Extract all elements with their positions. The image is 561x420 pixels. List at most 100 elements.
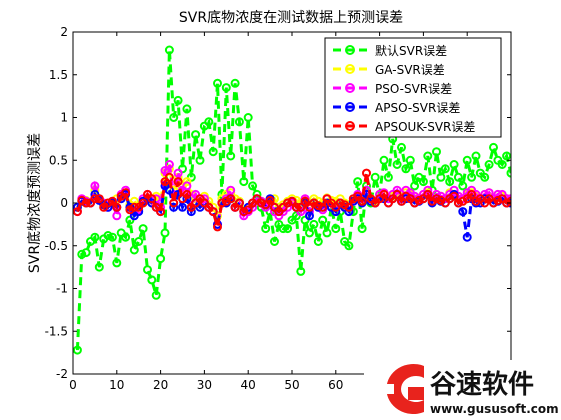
data-point [143,265,152,275]
data-point [182,181,192,191]
data-point [300,196,310,206]
data-point [77,249,87,259]
data-point [318,215,328,225]
data-point [296,202,306,212]
data-point [73,345,82,355]
y-tick-label: -2 [56,367,68,381]
data-point [440,164,450,174]
y-tick-label: -1.5 [45,324,68,338]
data-point [453,198,463,208]
data-point [112,202,122,212]
data-point [107,232,117,242]
data-point [208,207,218,217]
data-point [357,196,367,206]
legend-item: APSO-SVR误差 [333,101,460,115]
data-point [112,258,122,268]
data-point [169,198,179,208]
data-point [449,191,459,201]
data-point [502,151,511,161]
legend-item: 默认SVR误差 [333,43,447,58]
data-point [182,189,192,199]
data-point [445,177,455,187]
data-point [480,172,490,182]
data-point [313,201,323,211]
y-tick-label: 2 [60,25,68,39]
data-point [414,195,424,205]
legend-marker [345,64,355,74]
data-point [335,198,345,208]
data-point [239,177,249,187]
data-point [379,189,389,199]
data-point [138,224,148,234]
series-0 [73,45,511,355]
data-point [213,222,222,232]
data-point [94,262,104,272]
data-point [121,232,131,242]
data-point [173,177,183,187]
data-point [506,168,511,178]
data-point [344,202,354,212]
data-point [278,224,288,234]
series-4 [73,168,511,232]
watermark-url-text: www.gususoft.com [430,402,559,416]
data-point [160,166,170,175]
data-point [489,142,498,152]
data-point [217,198,227,208]
data-point [256,198,266,208]
data-point [436,172,446,182]
data-point [462,155,472,165]
data-point [270,237,279,246]
data-point [182,177,192,187]
data-point [164,160,174,169]
data-point [121,188,131,198]
data-point [331,207,341,217]
data-point [392,185,402,195]
y-axis-label: SVR底物浓度预测误差 [27,133,43,273]
data-point [283,198,293,208]
data-point [362,168,371,178]
data-point [230,78,240,88]
data-point [467,172,477,182]
data-point [265,195,275,205]
data-point [164,185,174,195]
data-point [226,194,236,204]
legend-item: PSO-SVR误差 [333,82,452,96]
data-point [462,232,472,242]
data-point [147,194,157,204]
series-layer [73,45,511,355]
legend-marker [345,83,355,93]
data-point [151,290,161,300]
data-point [134,237,144,246]
data-point [160,228,170,238]
data-point [156,254,166,264]
data-point [261,224,271,234]
data-point [90,232,100,242]
data-point [423,189,433,199]
data-point [138,198,148,208]
data-point [147,275,157,285]
data-point [239,207,249,217]
data-point [164,172,174,182]
watermark: 谷速软件 www.gususoft.com [364,360,561,420]
data-point [81,248,91,258]
data-point [103,231,113,240]
data-point [423,151,433,161]
data-point [243,113,253,122]
data-point [208,147,218,157]
y-tick-label: 0.5 [49,153,68,167]
data-point [156,207,166,217]
data-point [234,117,244,127]
legend-label: PSO-SVR误差 [375,82,452,96]
legend-item: GA-SVR误差 [333,63,445,77]
data-point [453,172,463,182]
data-point [313,237,323,246]
data-point [90,194,100,204]
data-point [458,181,468,191]
y-tick-label: -1 [56,282,68,296]
data-point [129,202,139,212]
data-point [309,219,319,229]
data-point [296,266,306,276]
legend-marker [345,45,355,55]
data-point [305,211,314,221]
